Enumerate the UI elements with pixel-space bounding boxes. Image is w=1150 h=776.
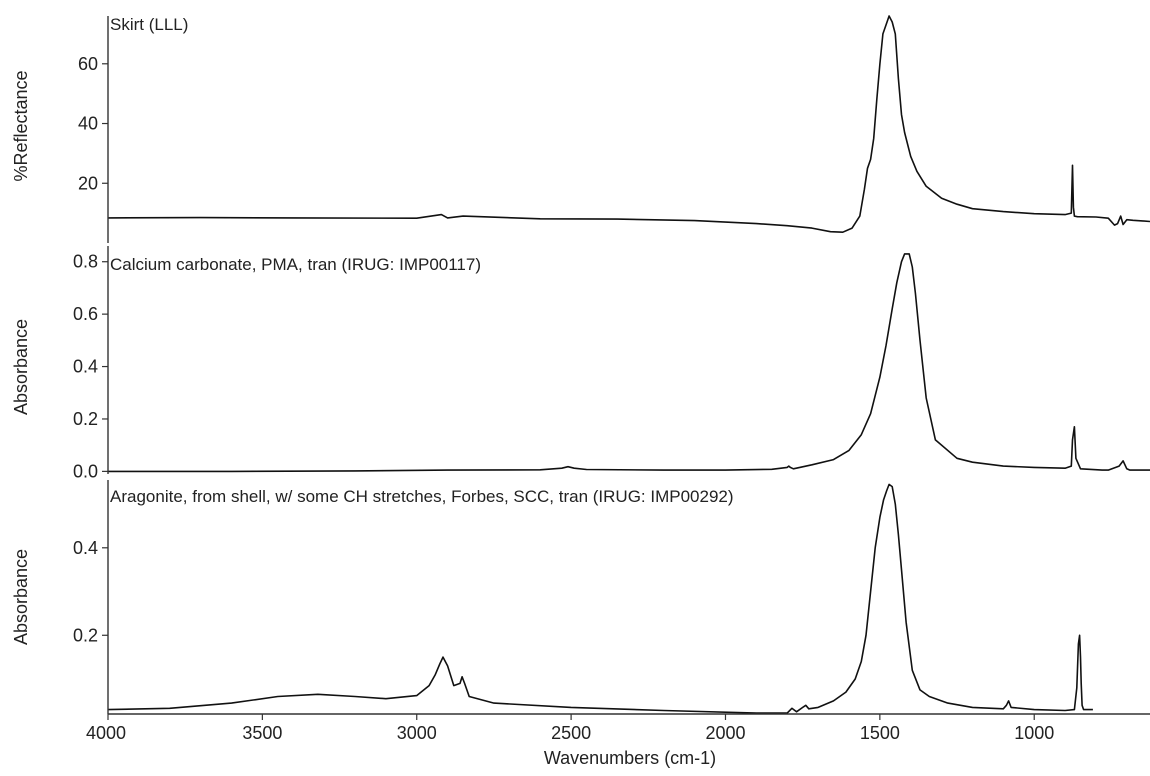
ylabel-skirt: %Reflectance xyxy=(11,70,31,181)
x-ticks: 4000 3500 3000 2500 2000 1500 1000 xyxy=(86,714,1054,743)
x-tick-label: 4000 xyxy=(86,723,126,743)
y-tick-label: 0.4 xyxy=(73,538,98,558)
x-axis-title: Wavenumbers (cm-1) xyxy=(544,748,716,768)
spectrum-line-calcium-carbonate xyxy=(108,253,1150,473)
ylabel-aragonite: Absorbance xyxy=(11,549,31,645)
panel-title-aragonite: Aragonite, from shell, w/ some CH stretc… xyxy=(110,487,734,506)
panel-title-calcium-carbonate: Calcium carbonate, PMA, tran (IRUG: IMP0… xyxy=(110,255,481,274)
panel-aragonite: Aragonite, from shell, w/ some CH stretc… xyxy=(11,480,1093,714)
y-tick-label: 0.6 xyxy=(73,304,98,324)
spectrum-line-aragonite xyxy=(107,483,1093,714)
y-tick-label: 0.2 xyxy=(73,409,98,429)
x-tick-label: 3000 xyxy=(397,723,437,743)
panel-title-skirt: Skirt (LLL) xyxy=(110,15,188,34)
x-tick-label: 3500 xyxy=(242,723,282,743)
spectrum-line-skirt xyxy=(107,15,1150,233)
x-axis: 4000 3500 3000 2500 2000 1500 1000 Wavenumbers… xyxy=(86,713,1150,768)
panel-calcium-carbonate: Calcium carbonate, PMA, tran (IRUG: IMP0… xyxy=(11,246,1150,481)
panel-skirt: Skirt (LLL) %Reflectance 20 40 60 xyxy=(11,15,1150,243)
y-ticks-aragonite: 0.2 0.4 xyxy=(73,538,108,645)
y-ticks-calcium-carbonate: 0.0 0.2 0.4 0.6 0.8 xyxy=(73,252,108,481)
y-tick-label: 60 xyxy=(78,54,98,74)
x-tick-label: 2000 xyxy=(705,723,745,743)
y-tick-label: 40 xyxy=(78,114,98,134)
y-tick-label: 0.4 xyxy=(73,357,98,377)
y-ticks-skirt: 20 40 60 xyxy=(78,54,108,193)
y-tick-label: 20 xyxy=(78,173,98,193)
y-tick-label: 0.2 xyxy=(73,625,98,645)
ylabel-calcium-carbonate: Absorbance xyxy=(11,319,31,415)
x-tick-label: 1000 xyxy=(1014,723,1054,743)
y-tick-label: 0.0 xyxy=(73,461,98,481)
x-tick-label: 2500 xyxy=(551,723,591,743)
y-tick-label: 0.8 xyxy=(73,252,98,272)
x-tick-label: 1500 xyxy=(860,723,900,743)
